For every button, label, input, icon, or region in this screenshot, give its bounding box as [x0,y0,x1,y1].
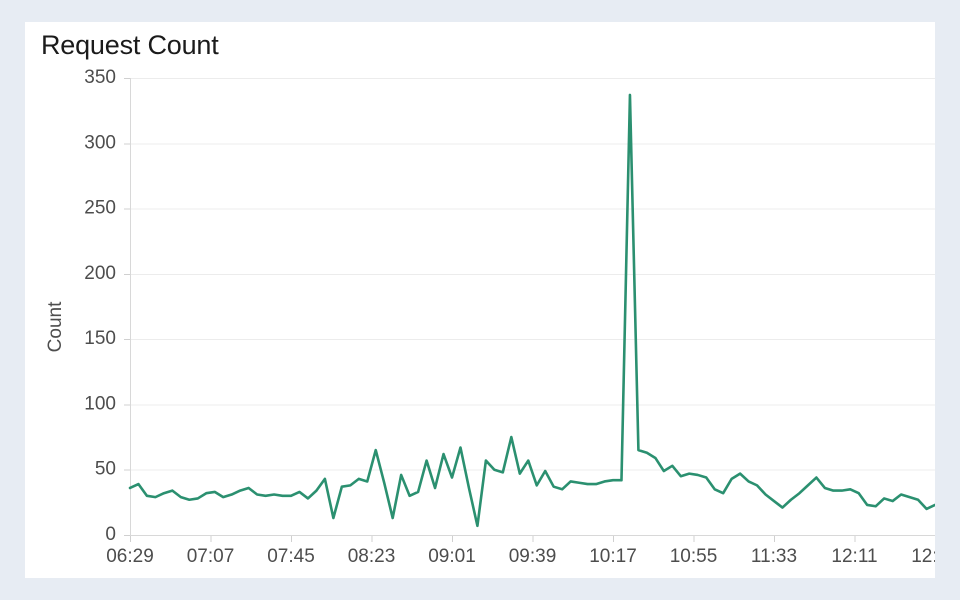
y-axis-tick-label: 50 [95,459,116,480]
y-axis-tick-label: 150 [84,328,116,349]
y-axis-tick-label: 250 [84,198,116,219]
chart-card: Request Count 0 50 100 150 200 250 300 350 06:2… [25,22,935,578]
x-axis-tick-label: 07:45 [267,546,315,567]
x-axis-tick-label: 06:29 [106,546,154,567]
x-axis-tick-label: 10:55 [670,546,718,567]
line-chart: 0 50 100 150 200 250 300 350 06:29 07:07 07:45 08:… [45,67,935,567]
gridlines [130,78,935,536]
axis-tickmarks [124,78,856,542]
y-axis-tick-labels: 0 50 100 150 200 250 300 350 [84,67,116,545]
x-axis-tick-label: 09:01 [428,546,476,567]
y-axis-tick-label: 350 [84,67,116,88]
y-axis-tick-label: 0 [105,524,116,545]
x-axis-tick-labels: 06:29 07:07 07:45 08:23 09:01 09:39 10:17 10:55… [106,546,935,567]
y-axis-tick-label: 300 [84,132,116,153]
data-series-line [128,93,935,528]
x-axis-tick-label: 09:39 [509,546,557,567]
y-axis-title: Count [45,301,66,352]
x-axis-tick-label: 07:07 [187,546,235,567]
y-axis-tick-label: 100 [84,393,116,414]
x-axis-tick-label: 11:33 [751,546,797,567]
axis-lines [130,78,935,536]
y-axis-tick-label: 200 [84,263,116,284]
page-title: Request Count [41,30,219,60]
x-axis-tick-label: 10:17 [589,546,637,567]
x-axis-tick-label: 12:49 [911,546,935,567]
x-axis-tick-label: 08:23 [348,546,396,567]
x-axis-tick-label: 12:11 [831,546,877,567]
